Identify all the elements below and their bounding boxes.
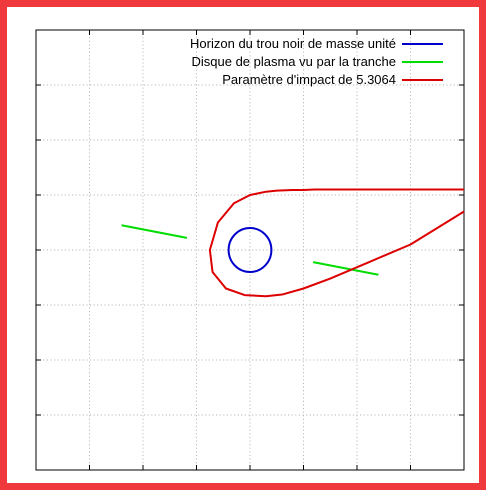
horizon-circle — [227, 227, 273, 273]
plasma-disk-segment — [312, 261, 379, 276]
axis-ticks — [36, 30, 464, 470]
legend-label-0: Horizon du trou noir de masse unité — [190, 36, 396, 51]
grid — [36, 30, 464, 470]
legend: Horizon du trou noir de masse unité Disq… — [190, 36, 443, 87]
legend-label-1: Disque de plasma vu par la tranche — [191, 54, 396, 69]
series-layer — [121, 188, 465, 298]
plasma-disk-segment — [121, 224, 188, 239]
legend-label-2: Paramètre d'impact de 5.3064 — [222, 72, 396, 87]
photon-trajectory-line — [208, 188, 465, 298]
